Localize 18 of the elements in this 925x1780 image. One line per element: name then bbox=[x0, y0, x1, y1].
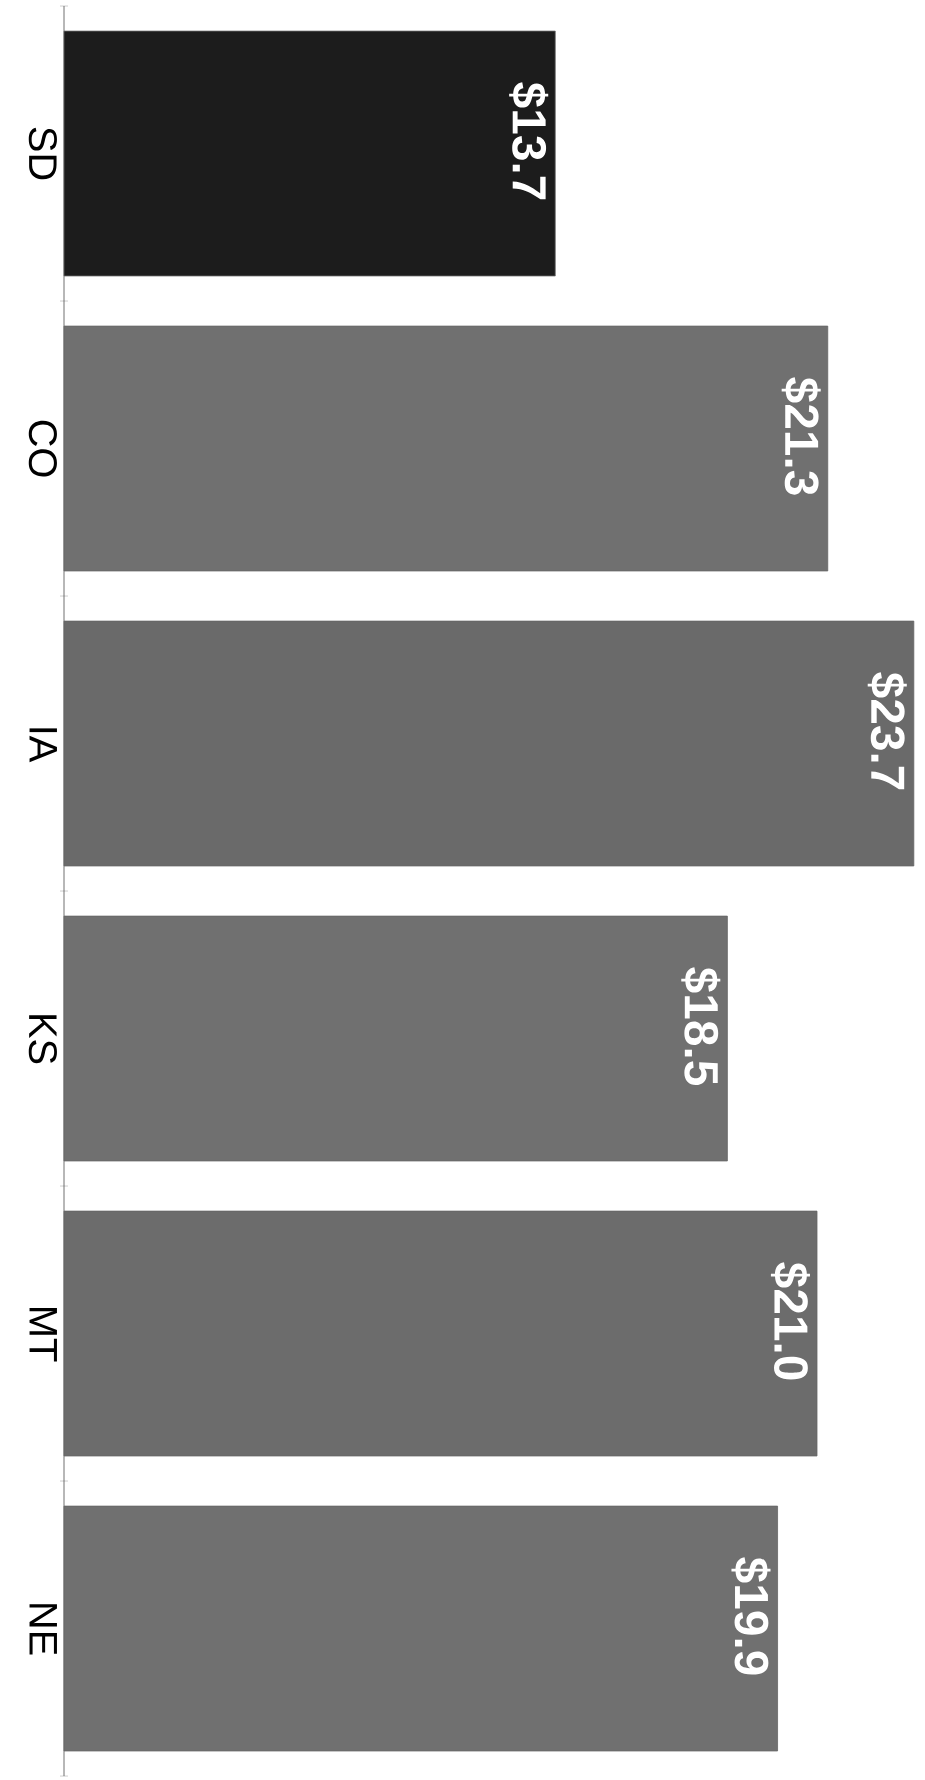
bar bbox=[63, 1505, 778, 1752]
bar bbox=[63, 1210, 818, 1457]
bar bbox=[63, 30, 556, 277]
data-label: $13.7 bbox=[509, 82, 549, 200]
y-tick-label: SD bbox=[28, 127, 57, 180]
y-tick-label: IA bbox=[29, 728, 57, 763]
data-label: $19.9 bbox=[731, 1557, 771, 1675]
bar bbox=[63, 915, 728, 1162]
y-tick-label: CO bbox=[28, 420, 57, 477]
bar bbox=[63, 325, 829, 572]
data-label: $23.7 bbox=[867, 672, 907, 790]
data-label: $21.0 bbox=[770, 1262, 810, 1380]
y-tick-label: MT bbox=[29, 1308, 57, 1362]
data-label: $18.5 bbox=[681, 967, 721, 1086]
y-tick-label: NE bbox=[29, 1604, 57, 1655]
bar bbox=[63, 620, 915, 867]
data-label: $21.3 bbox=[781, 377, 821, 495]
y-tick-label: KS bbox=[28, 1015, 57, 1064]
